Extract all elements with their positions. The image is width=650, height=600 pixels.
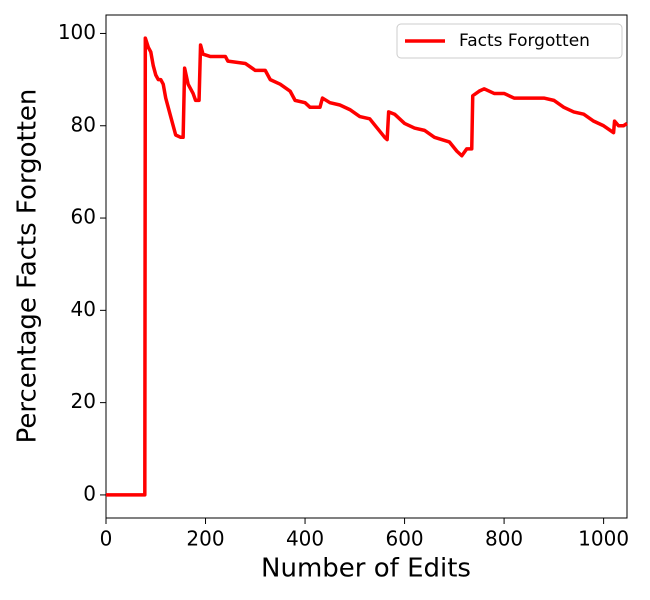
- y-tick-label: 100: [58, 20, 96, 44]
- legend-label: Facts Forgotten: [459, 31, 590, 51]
- x-tick-label: 400: [286, 527, 324, 551]
- y-tick-label: 60: [71, 205, 96, 229]
- x-tick-label: 600: [385, 527, 423, 551]
- plot-frame: [105, 14, 628, 519]
- data-line: [106, 36, 628, 497]
- x-tick-label: 1000: [578, 527, 629, 551]
- x-axis-label: Number of Edits: [261, 554, 471, 584]
- y-tick-label: 0: [83, 481, 96, 505]
- y-tick-label: 20: [71, 389, 96, 413]
- y-tick-label: 40: [71, 297, 96, 321]
- legend-box: [396, 23, 623, 59]
- x-tick-label: 800: [485, 527, 523, 551]
- y-tick-label: 80: [71, 112, 96, 136]
- y-axis-label: Percentage Facts Forgotten: [13, 89, 43, 444]
- x-tick-label: 200: [186, 527, 224, 551]
- x-tick-label: 0: [100, 527, 113, 551]
